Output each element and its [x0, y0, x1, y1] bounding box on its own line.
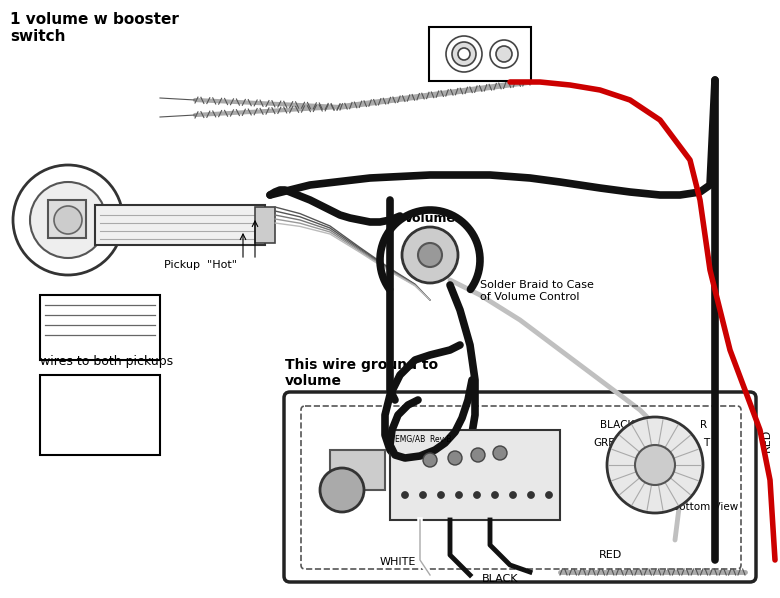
Circle shape	[490, 40, 518, 68]
Text: GREEN: GREEN	[593, 438, 629, 448]
Circle shape	[456, 492, 463, 499]
Circle shape	[54, 206, 82, 234]
Bar	[390, 430, 560, 520]
Circle shape	[607, 417, 703, 513]
Bar	[95, 205, 265, 245]
Text: WHITE: WHITE	[380, 557, 417, 567]
Bar	[330, 450, 385, 490]
Circle shape	[418, 243, 442, 267]
Text: Volume: Volume	[404, 212, 456, 225]
Circle shape	[491, 492, 498, 499]
Circle shape	[452, 42, 476, 66]
FancyBboxPatch shape	[429, 27, 531, 81]
Bar	[255, 207, 275, 243]
Circle shape	[493, 446, 507, 460]
Text: RED: RED	[762, 428, 772, 451]
Circle shape	[635, 445, 675, 485]
Bar	[40, 295, 160, 360]
Circle shape	[509, 492, 516, 499]
Circle shape	[527, 492, 534, 499]
Text: Pickup  "Hot": Pickup "Hot"	[164, 260, 236, 270]
Circle shape	[420, 492, 427, 499]
Circle shape	[438, 492, 445, 499]
Circle shape	[458, 48, 470, 60]
Circle shape	[30, 182, 106, 258]
Text: R: R	[700, 420, 707, 430]
Text: 1 volume w booster
switch: 1 volume w booster switch	[10, 12, 179, 44]
Text: BLACK S: BLACK S	[600, 420, 644, 430]
Circle shape	[448, 451, 462, 465]
Text: Solder Braid to Case
of Volume Control: Solder Braid to Case of Volume Control	[480, 280, 594, 302]
Circle shape	[320, 468, 364, 512]
Circle shape	[471, 448, 485, 462]
Circle shape	[496, 46, 512, 62]
Circle shape	[402, 492, 409, 499]
Text: BLACK: BLACK	[482, 574, 518, 584]
Text: RED: RED	[598, 550, 622, 560]
Bar	[48, 200, 86, 238]
Circle shape	[423, 453, 437, 467]
Circle shape	[545, 492, 552, 499]
FancyBboxPatch shape	[284, 392, 756, 582]
Text: This wire ground to
volume: This wire ground to volume	[285, 358, 438, 388]
Circle shape	[446, 36, 482, 72]
Circle shape	[13, 165, 123, 275]
Text: wires to both pickups: wires to both pickups	[40, 355, 173, 368]
Text: T: T	[703, 438, 709, 448]
Text: Bottom View: Bottom View	[672, 502, 738, 512]
Circle shape	[473, 492, 480, 499]
Circle shape	[402, 227, 458, 283]
Bar	[40, 375, 160, 455]
Text: EMG/AB  Rev-B: EMG/AB Rev-B	[395, 435, 452, 444]
